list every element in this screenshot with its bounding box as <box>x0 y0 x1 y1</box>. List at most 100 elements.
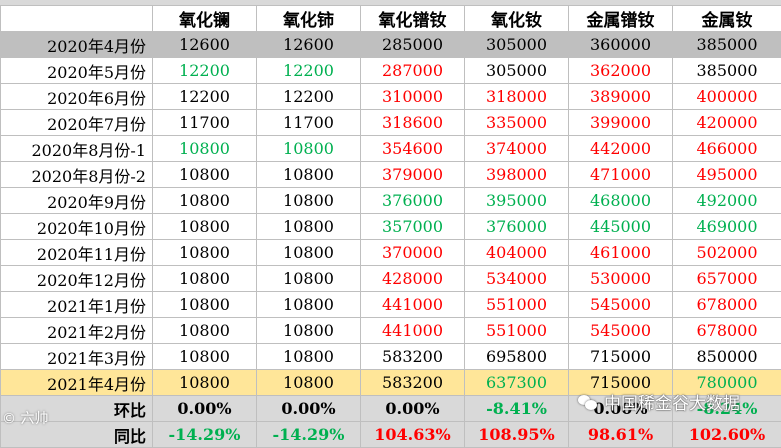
value-cell[interactable]: 551000 <box>465 292 569 318</box>
value-cell[interactable]: 10800 <box>153 292 257 318</box>
value-cell[interactable]: 715000 <box>569 344 673 370</box>
value-cell[interactable]: 335000 <box>465 110 569 136</box>
value-cell[interactable]: 318600 <box>361 110 465 136</box>
value-cell[interactable]: 10800 <box>257 344 361 370</box>
value-cell[interactable]: 442000 <box>569 136 673 162</box>
row-label-cell[interactable]: 2020年6月份 <box>1 84 153 110</box>
value-cell[interactable]: 102.60% <box>673 422 781 448</box>
header-cell[interactable] <box>1 6 153 32</box>
value-cell[interactable]: 395000 <box>465 188 569 214</box>
row-label-cell[interactable]: 2020年5月份 <box>1 58 153 84</box>
value-cell[interactable]: 357000 <box>361 214 465 240</box>
value-cell[interactable]: 398000 <box>465 162 569 188</box>
value-cell[interactable]: 428000 <box>361 266 465 292</box>
header-cell[interactable]: 氧化镧 <box>153 6 257 32</box>
value-cell[interactable]: 551000 <box>465 318 569 344</box>
value-cell[interactable]: 545000 <box>569 318 673 344</box>
value-cell[interactable]: 376000 <box>361 188 465 214</box>
row-label-cell[interactable]: 2020年12月份 <box>1 266 153 292</box>
value-cell[interactable]: 850000 <box>673 344 781 370</box>
value-cell[interactable]: 471000 <box>569 162 673 188</box>
value-cell[interactable]: 10800 <box>257 370 361 396</box>
value-cell[interactable]: 10800 <box>257 318 361 344</box>
header-cell[interactable]: 氧化铈 <box>257 6 361 32</box>
value-cell[interactable]: 10800 <box>153 188 257 214</box>
value-cell[interactable]: 379000 <box>361 162 465 188</box>
value-cell[interactable]: 10800 <box>153 318 257 344</box>
value-cell[interactable]: 695800 <box>465 344 569 370</box>
value-cell[interactable]: 10800 <box>153 266 257 292</box>
value-cell[interactable]: 657000 <box>673 266 781 292</box>
value-cell[interactable]: 495000 <box>673 162 781 188</box>
value-cell[interactable]: 545000 <box>569 292 673 318</box>
value-cell[interactable]: 287000 <box>361 58 465 84</box>
value-cell[interactable]: 98.61% <box>569 422 673 448</box>
header-cell[interactable]: 金属钕 <box>673 6 781 32</box>
row-label-cell[interactable]: 2020年11月份 <box>1 240 153 266</box>
value-cell[interactable]: 10800 <box>153 370 257 396</box>
value-cell[interactable]: 389000 <box>569 84 673 110</box>
value-cell[interactable]: 0.00% <box>257 396 361 422</box>
value-cell[interactable]: 441000 <box>361 318 465 344</box>
value-cell[interactable]: 12200 <box>257 58 361 84</box>
value-cell[interactable]: 10800 <box>153 214 257 240</box>
value-cell[interactable]: 400000 <box>673 84 781 110</box>
value-cell[interactable]: 583200 <box>361 344 465 370</box>
value-cell[interactable]: 10800 <box>257 188 361 214</box>
value-cell[interactable]: 10800 <box>153 344 257 370</box>
value-cell[interactable]: 318000 <box>465 84 569 110</box>
value-cell[interactable]: 370000 <box>361 240 465 266</box>
value-cell[interactable]: 502000 <box>673 240 781 266</box>
value-cell[interactable]: 12600 <box>153 32 257 58</box>
row-label-cell[interactable]: 2021年4月份 <box>1 370 153 396</box>
row-label-cell[interactable]: 2020年8月份-1 <box>1 136 153 162</box>
row-label-cell[interactable]: 2020年9月份 <box>1 188 153 214</box>
value-cell[interactable]: 12200 <box>153 58 257 84</box>
value-cell[interactable]: 354600 <box>361 136 465 162</box>
value-cell[interactable]: -14.29% <box>257 422 361 448</box>
value-cell[interactable]: 678000 <box>673 292 781 318</box>
header-cell[interactable]: 氧化镨钕 <box>361 6 465 32</box>
value-cell[interactable]: 285000 <box>361 32 465 58</box>
value-cell[interactable]: 385000 <box>673 32 781 58</box>
value-cell[interactable]: 12200 <box>257 84 361 110</box>
value-cell[interactable]: 10800 <box>257 292 361 318</box>
value-cell[interactable]: 305000 <box>465 58 569 84</box>
value-cell[interactable]: 0.00% <box>361 396 465 422</box>
value-cell[interactable]: 362000 <box>569 58 673 84</box>
row-label-cell[interactable]: 2021年3月份 <box>1 344 153 370</box>
value-cell[interactable]: 469000 <box>673 214 781 240</box>
row-label-cell[interactable]: 2021年1月份 <box>1 292 153 318</box>
value-cell[interactable]: 530000 <box>569 266 673 292</box>
value-cell[interactable]: 11700 <box>257 110 361 136</box>
value-cell[interactable]: 492000 <box>673 188 781 214</box>
header-cell[interactable]: 氧化钕 <box>465 6 569 32</box>
value-cell[interactable]: 468000 <box>569 188 673 214</box>
value-cell[interactable]: 461000 <box>569 240 673 266</box>
value-cell[interactable]: 305000 <box>465 32 569 58</box>
value-cell[interactable]: 10800 <box>257 162 361 188</box>
row-label-cell[interactable]: 2020年4月份 <box>1 32 153 58</box>
value-cell[interactable]: -14.29% <box>153 422 257 448</box>
value-cell[interactable]: -8.41% <box>465 396 569 422</box>
value-cell[interactable]: 10800 <box>153 240 257 266</box>
value-cell[interactable]: 466000 <box>673 136 781 162</box>
value-cell[interactable]: 404000 <box>465 240 569 266</box>
row-label-cell[interactable]: 2021年2月份 <box>1 318 153 344</box>
value-cell[interactable]: 10800 <box>257 214 361 240</box>
value-cell[interactable]: 10800 <box>153 162 257 188</box>
row-label-cell[interactable]: 2020年8月份-2 <box>1 162 153 188</box>
value-cell[interactable]: 104.63% <box>361 422 465 448</box>
value-cell[interactable]: 360000 <box>569 32 673 58</box>
value-cell[interactable]: 10800 <box>257 240 361 266</box>
header-cell[interactable]: 金属镨钕 <box>569 6 673 32</box>
value-cell[interactable]: 12200 <box>153 84 257 110</box>
value-cell[interactable]: 385000 <box>673 58 781 84</box>
value-cell[interactable]: 583200 <box>361 370 465 396</box>
value-cell[interactable]: 420000 <box>673 110 781 136</box>
value-cell[interactable]: 376000 <box>465 214 569 240</box>
value-cell[interactable]: 310000 <box>361 84 465 110</box>
value-cell[interactable]: 10800 <box>153 136 257 162</box>
value-cell[interactable]: 441000 <box>361 292 465 318</box>
value-cell[interactable]: 637300 <box>465 370 569 396</box>
